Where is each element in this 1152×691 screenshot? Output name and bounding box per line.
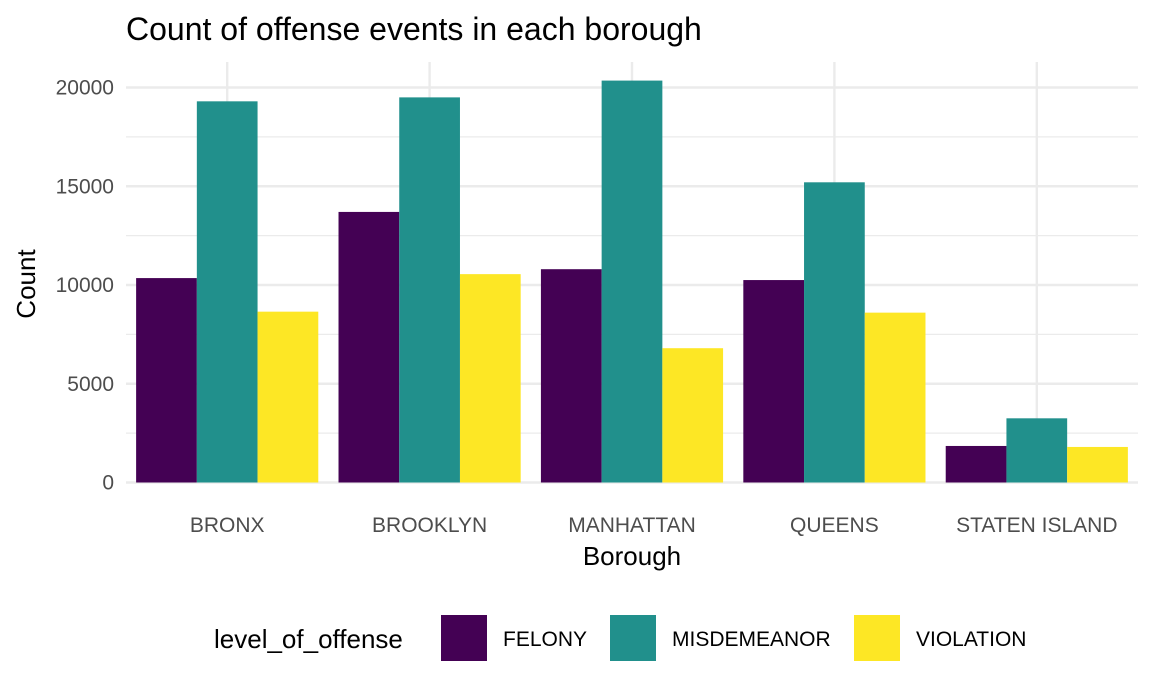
bar-misdemeanor-brooklyn bbox=[399, 97, 460, 483]
bar-felony-bronx bbox=[136, 278, 197, 483]
y-tick-label: 10000 bbox=[56, 274, 114, 297]
x-tick-label: MANHATTAN bbox=[568, 514, 696, 537]
legend-label-violation: VIOLATION bbox=[916, 628, 1026, 651]
y-axis-title: Count bbox=[11, 249, 41, 319]
bar-violation-bronx bbox=[257, 311, 319, 483]
legend-key-violation bbox=[854, 615, 900, 661]
bar-misdemeanor-queens bbox=[804, 182, 865, 483]
chart-title: Count of offense events in each borough bbox=[126, 11, 702, 47]
bar-felony-staten-island bbox=[945, 445, 1007, 483]
bar-felony-manhattan bbox=[540, 269, 602, 483]
x-axis-ticks: BRONX BROOKLYN MANHATTAN QUEENS STATEN ISLAN… bbox=[190, 514, 1118, 537]
y-tick-label: 5000 bbox=[67, 373, 114, 396]
bar-felony-queens bbox=[743, 280, 805, 483]
x-tick-label: QUEENS bbox=[790, 514, 879, 537]
bar-violation-queens bbox=[864, 312, 926, 483]
legend-title: level_of_offense bbox=[214, 624, 403, 654]
bar-misdemeanor-manhattan bbox=[601, 80, 663, 483]
legend-label-misdemeanor: MISDEMEANOR bbox=[672, 628, 831, 651]
bar-violation-manhattan bbox=[662, 348, 724, 483]
x-tick-label: BRONX bbox=[190, 514, 265, 537]
bar-misdemeanor-staten-island bbox=[1006, 418, 1068, 483]
y-tick-label: 20000 bbox=[56, 77, 114, 100]
y-tick-label: 15000 bbox=[56, 175, 114, 198]
bar-violation-brooklyn bbox=[459, 274, 521, 483]
x-tick-label: BROOKLYN bbox=[372, 514, 487, 537]
x-axis-title: Borough bbox=[583, 541, 681, 571]
bar-misdemeanor-bronx bbox=[196, 101, 258, 483]
bar-violation-staten-island bbox=[1067, 446, 1128, 483]
legend-label-felony: FELONY bbox=[503, 628, 587, 651]
legend-key-misdemeanor bbox=[610, 615, 656, 661]
y-tick-label: 0 bbox=[102, 472, 114, 495]
y-axis-ticks: 0 5000 10000 15000 20000 bbox=[56, 77, 114, 495]
bars bbox=[136, 80, 1128, 483]
bar-felony-brooklyn bbox=[338, 211, 400, 483]
x-tick-label: STATEN ISLAND bbox=[956, 514, 1117, 537]
legend: level_of_offense FELONY MISDEMEANOR VIOLAT… bbox=[214, 615, 1026, 661]
legend-key-felony bbox=[441, 615, 487, 661]
